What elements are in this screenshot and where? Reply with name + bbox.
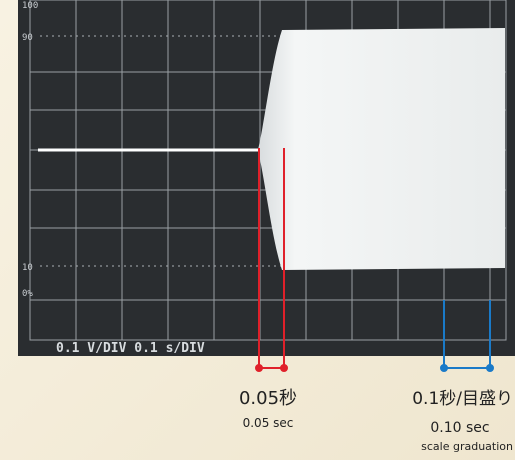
signal-burst	[258, 28, 505, 270]
annotation-sublabel: 0.05 sec	[243, 416, 294, 430]
annotation-label: 0.05秒	[239, 388, 297, 409]
oscilloscope-figure: 100 90 10 0% 0.1 V/DIV 0.1 s/DIV 0.05秒 0…	[0, 0, 515, 460]
settings-text: 0.1 V/DIV 0.1 s/DIV	[56, 341, 205, 356]
scale-label: 100	[22, 1, 38, 11]
annotation-sublabel: 0.10 sec	[430, 420, 489, 436]
scale-label: 90	[22, 33, 33, 43]
page: 100 90 10 0% 0.1 V/DIV 0.1 s/DIV 0.05秒 0…	[0, 0, 515, 460]
annotation-note: scale graduation	[421, 440, 513, 453]
scale-label: 10	[22, 263, 33, 273]
annotation-label: 0.1秒/目盛り	[412, 389, 513, 409]
scale-label: 0%	[22, 289, 33, 299]
